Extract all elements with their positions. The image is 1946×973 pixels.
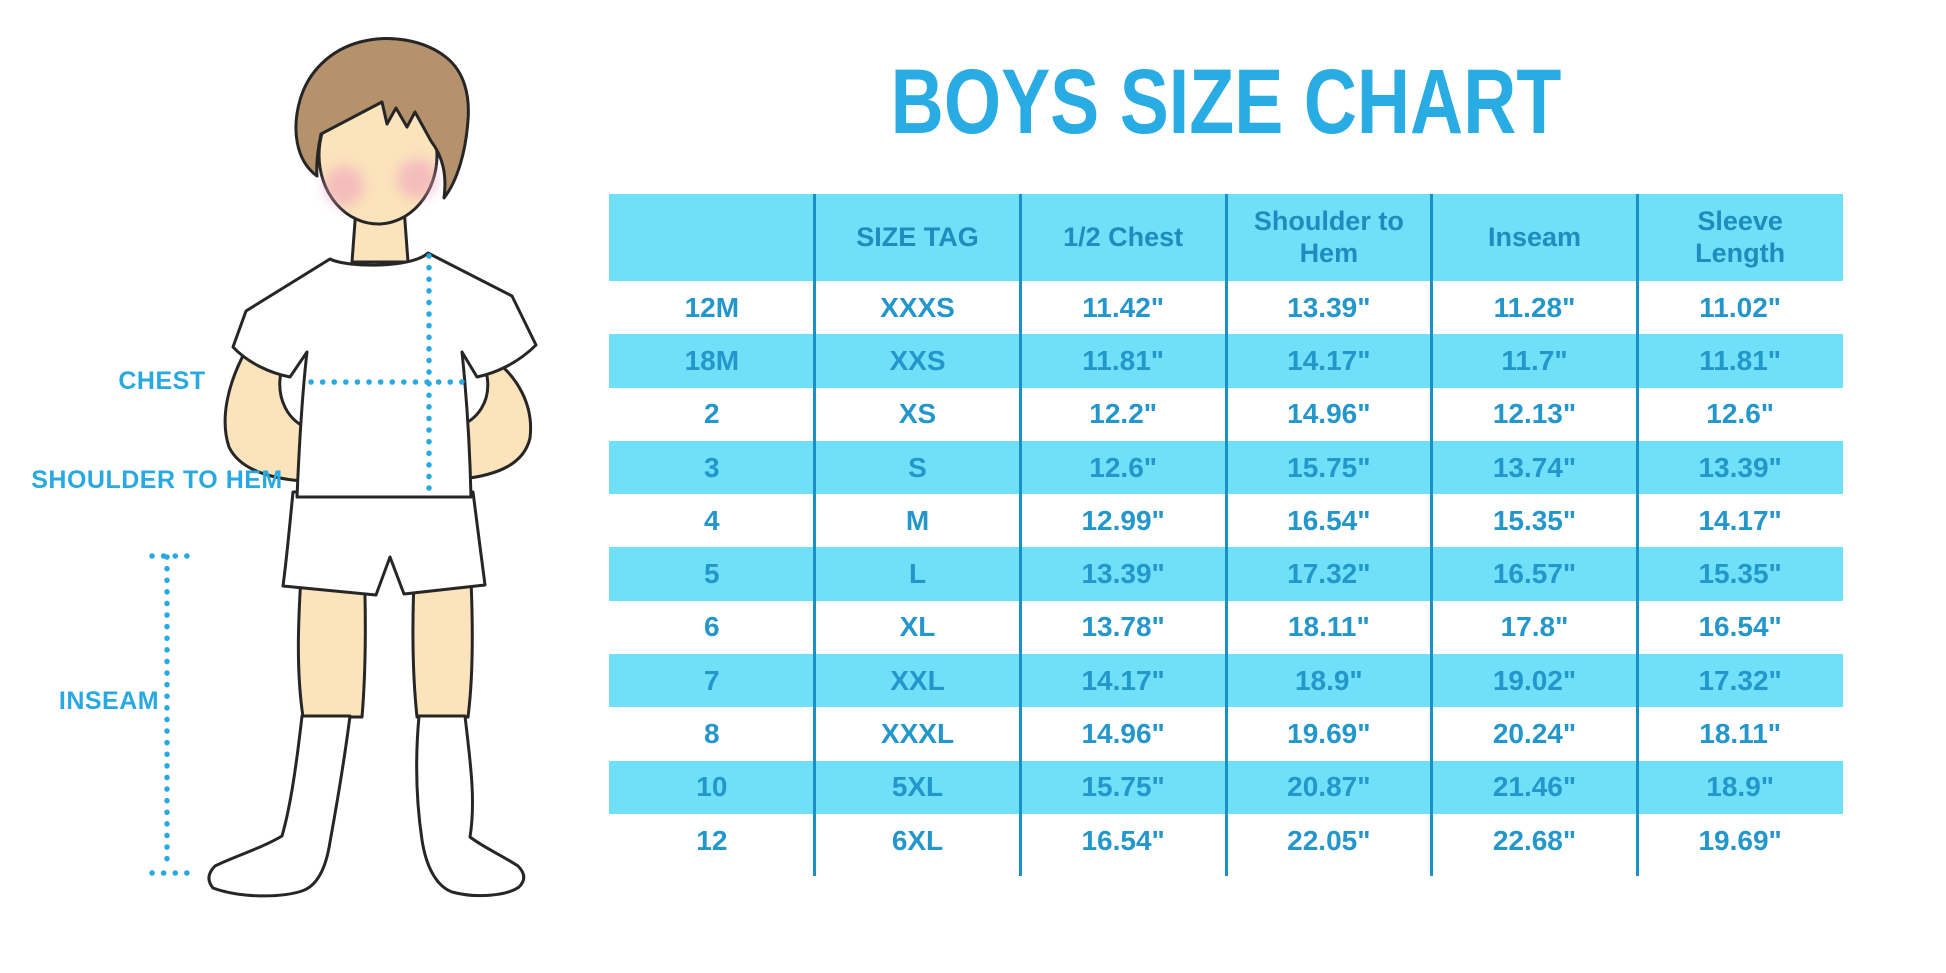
- column-divider: [1635, 194, 1639, 876]
- table-cell: 18.9": [1706, 771, 1775, 803]
- table-cell: 11.81": [1699, 344, 1782, 376]
- table-cell: 14.17": [1081, 664, 1165, 696]
- chest-label: CHEST: [118, 367, 206, 395]
- table-cell: 12.6": [1706, 398, 1775, 430]
- table-cell: 13.39": [1081, 558, 1165, 590]
- table-cell: 18M: [684, 344, 740, 376]
- table-cell: L: [908, 558, 927, 590]
- table-cell: 15.35": [1698, 558, 1782, 590]
- table-cell: 22.68": [1492, 824, 1577, 856]
- table-cell: 13.39": [1698, 451, 1782, 483]
- table-cell: 12M: [684, 291, 740, 323]
- table-cell: XS: [898, 398, 937, 430]
- table-cell: 18.9": [1294, 664, 1363, 696]
- cheek-right: [397, 159, 437, 199]
- cheek-left: [324, 166, 364, 206]
- column-divider: [1224, 194, 1228, 876]
- table-cell: 11.81": [1082, 344, 1165, 376]
- table-cell: XXL: [890, 664, 945, 696]
- measurement-lines: [149, 253, 469, 876]
- legs: [296, 558, 474, 719]
- header-cell: Sleeve Length: [1695, 205, 1786, 268]
- table-cell: 13.74": [1492, 451, 1577, 483]
- inseam-label: INSEAM: [58, 687, 160, 715]
- table-cell: 6XL: [891, 824, 944, 856]
- table-cell: 15.35": [1492, 504, 1577, 536]
- table-cell: M: [905, 504, 930, 536]
- table-cell: 13.39": [1287, 291, 1371, 323]
- table-cell: 18.11": [1287, 611, 1370, 643]
- table-cell: 5XL: [891, 771, 944, 803]
- table-cell: 14.96": [1081, 718, 1165, 750]
- shoulder-to-hem-label: SHOULDER TO HEM: [31, 466, 283, 494]
- boy-illustration: [149, 37, 538, 898]
- table-cell: 7: [704, 664, 720, 696]
- table-cell: 10: [696, 771, 728, 803]
- table-cell: 20.24": [1492, 718, 1577, 750]
- table-cell: 20.87": [1287, 771, 1371, 803]
- t-shirt: [231, 251, 538, 499]
- table-cell: 12.99": [1081, 504, 1165, 536]
- table-cell: 12.13": [1492, 398, 1577, 430]
- table-cell: 14.96": [1287, 398, 1371, 430]
- table-cell: 21.46": [1492, 771, 1577, 803]
- table-cell: 12: [696, 824, 728, 856]
- table-cell: S: [908, 451, 927, 483]
- table-cell: 11.42": [1082, 291, 1165, 323]
- table-cell: 3: [704, 451, 720, 483]
- socks: [207, 714, 526, 898]
- table-cell: 2: [704, 398, 720, 430]
- column-divider: [1018, 194, 1022, 876]
- table-cell: 14.17": [1698, 504, 1782, 536]
- table-cell: 11.7": [1501, 344, 1568, 376]
- table-cell: 8: [704, 718, 720, 750]
- table-cell: 16.54": [1081, 824, 1165, 856]
- table-cell: 17.32": [1698, 664, 1782, 696]
- table-cell: 19.69": [1698, 824, 1782, 856]
- header-cell: SIZE TAG: [856, 221, 979, 252]
- table-cell: XXXS: [880, 291, 955, 323]
- table-cell: XXS: [889, 344, 946, 376]
- column-divider: [813, 194, 817, 876]
- header-cell: Shoulder to Hem: [1253, 205, 1404, 268]
- table-cell: 11.28": [1493, 291, 1576, 323]
- table-cell: 19.02": [1492, 664, 1577, 696]
- table-cell: 15.75": [1287, 451, 1371, 483]
- table-cell: 4: [704, 504, 720, 536]
- table-cell: 5: [704, 558, 720, 590]
- column-divider: [1430, 194, 1434, 876]
- table-cell: 15.75": [1081, 771, 1165, 803]
- table-cell: 19.69": [1287, 718, 1371, 750]
- table-cell: XXXL: [880, 718, 955, 750]
- table-cell: 18.11": [1699, 718, 1782, 750]
- table-cell: 16.54": [1287, 504, 1371, 536]
- table-cell: 16.57": [1492, 558, 1577, 590]
- table-cell: 22.05": [1287, 824, 1371, 856]
- table-cell: 13.78": [1081, 611, 1165, 643]
- header-cell: Inseam: [1487, 221, 1582, 252]
- header-cell: [609, 194, 815, 281]
- table-cell: 17.32": [1287, 558, 1371, 590]
- shorts: [281, 490, 487, 597]
- header-cell: 1/2 Chest: [1063, 221, 1184, 252]
- hair: [294, 37, 470, 200]
- table-cell: 11.02": [1699, 291, 1782, 323]
- table-cell: 6: [704, 611, 720, 643]
- table-cell: 14.17": [1287, 344, 1371, 376]
- table-cell: 12.6": [1089, 451, 1158, 483]
- arms: [223, 348, 533, 483]
- page-title: BOYS SIZE CHART: [890, 50, 1562, 153]
- table-cell: 16.54": [1698, 611, 1782, 643]
- table-cell: 17.8": [1500, 611, 1569, 643]
- table-cell: XL: [899, 611, 936, 643]
- size-chart-table: SIZE TAG 1/2 Chest Shoulder to Hem Insea…: [609, 194, 1843, 876]
- table-cell: 12.2": [1089, 398, 1158, 430]
